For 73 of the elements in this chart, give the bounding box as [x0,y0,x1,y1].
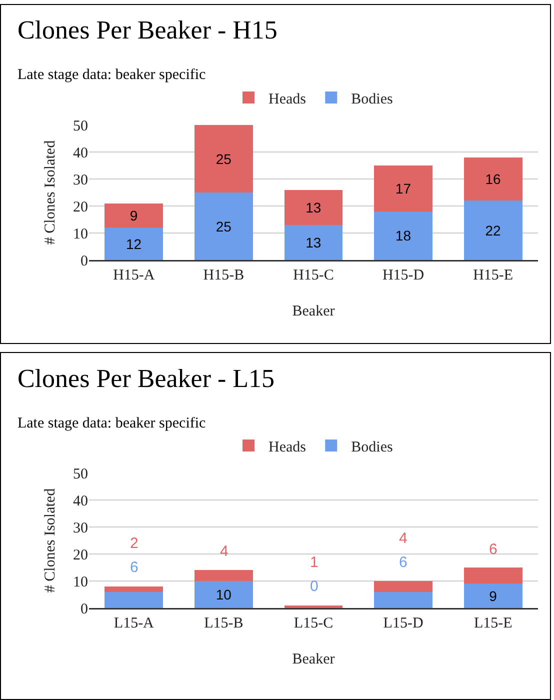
data-label: 0 [310,578,318,595]
x-tick-label: H15-C [293,268,334,284]
bar [464,568,522,584]
bar [194,192,253,260]
bar [374,592,432,608]
data-label: 12 [126,236,142,252]
legend-label: Bodies [351,91,393,108]
y-tick-label: 40 [73,493,88,510]
bar [464,584,522,608]
y-tick-label: 30 [73,172,88,188]
y-tick-label: 20 [73,547,88,564]
bar [104,203,164,228]
bar [194,125,253,192]
data-label: 25 [216,150,232,167]
bar [374,581,432,592]
bar [374,166,432,212]
bar [464,157,522,201]
bar [464,200,522,260]
data-label: 10 [216,586,232,602]
bar [284,190,343,225]
x-tick-label: L15-D [383,616,424,632]
data-label: 13 [306,234,322,250]
x-tick-label: L15-B [204,616,244,632]
bar [284,605,343,608]
data-label: 4 [399,530,408,547]
legend-label: Heads [268,91,306,108]
y-tick-label: 40 [73,145,88,162]
data-label: 18 [395,228,412,244]
bar [104,586,164,592]
data-label: 4 [220,543,228,560]
y-tick-label: 50 [73,466,88,482]
x-tick-label: H15-A [113,268,155,284]
data-label: 9 [130,207,138,224]
data-label: 17 [395,180,412,196]
x-tick-label: H15-D [382,268,424,284]
data-label: 13 [306,199,322,216]
y-tick-label: 10 [73,226,88,242]
y-tick-label: 0 [80,601,88,618]
y-tick-label: 0 [80,253,88,270]
y-tick-label: 10 [73,574,88,590]
legend-label: Heads [268,439,306,456]
bar [104,592,164,608]
data-label: 6 [130,559,138,576]
y-tick-label: 30 [73,520,88,536]
bar [284,224,343,260]
bar [194,581,253,608]
data-label: 9 [489,588,498,604]
bar [374,211,432,260]
chart-subtitle: Late stage data: beaker specific [17,66,206,83]
chart-title: Clones Per Beaker - L15 [17,364,275,393]
x-tick-label: H15-E [473,268,514,284]
chart-title: Clones Per Beaker - H15 [17,15,278,44]
x-tick-label: L15-C [294,616,334,632]
y-tick-label: 20 [73,199,88,216]
x-tick-label: L15-E [474,616,512,632]
y-axis-title: # Clones Isolated [42,140,58,245]
data-label: 2 [130,535,138,552]
y-tick-label: 50 [73,118,88,134]
x-tick-label: H15-B [203,268,244,284]
bar [194,570,253,581]
bar [104,228,164,260]
x-axis-title: Beaker [292,651,335,668]
legend-label: Bodies [351,439,393,456]
data-label: 16 [485,171,501,187]
data-label: 1 [310,554,318,571]
x-tick-label: L15-A [114,616,154,632]
x-axis-title: Beaker [292,303,335,320]
chart-subtitle: Late stage data: beaker specific [17,415,206,432]
data-label: 22 [485,222,501,238]
data-label: 25 [216,218,232,234]
data-label: 6 [399,554,408,571]
y-axis-title: # Clones Isolated [42,488,58,593]
data-label: 6 [489,541,498,558]
